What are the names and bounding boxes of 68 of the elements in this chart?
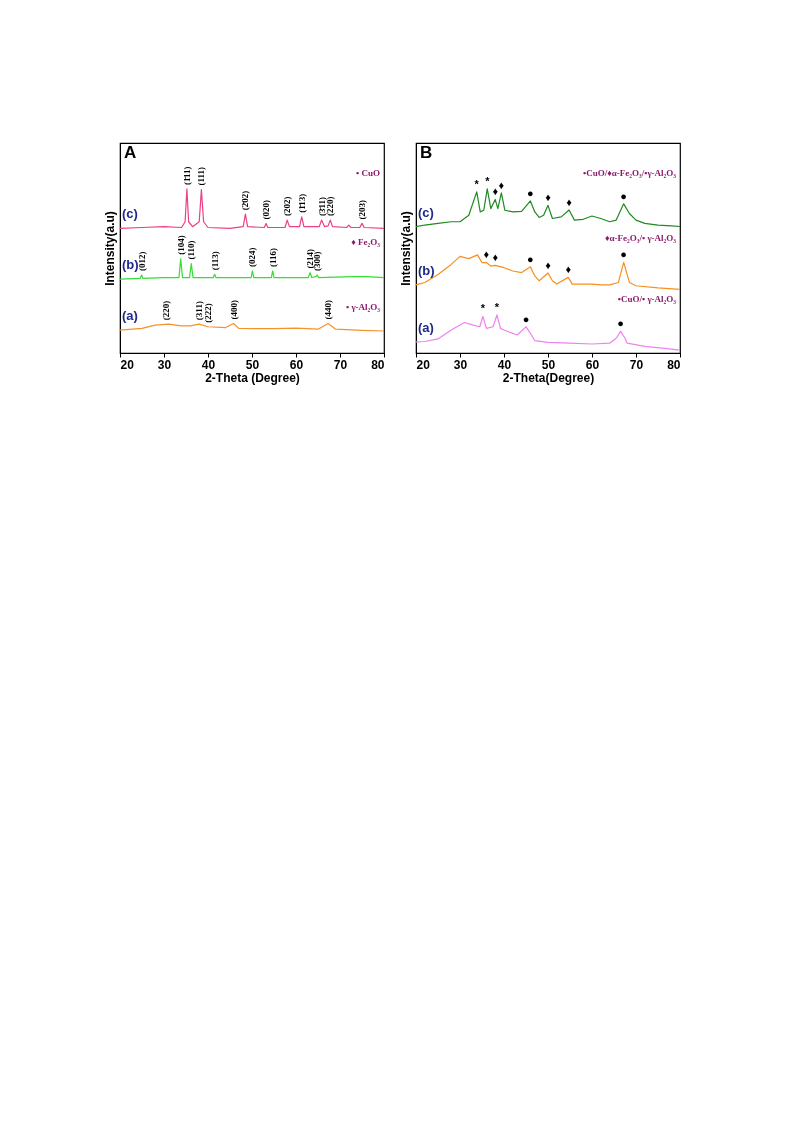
- series-label: (b): [122, 257, 139, 273]
- chart-title: A: [124, 143, 137, 162]
- x-tick-label: 70: [629, 357, 644, 372]
- annotation: ♦: [498, 178, 505, 191]
- x-tick-label: 80: [667, 357, 681, 372]
- annotation: ♦: [492, 251, 499, 264]
- x-axis-title: 2-Theta(Degree): [502, 370, 595, 385]
- annotation: *: [494, 300, 500, 313]
- annotation: ●: [620, 248, 628, 261]
- annotation: ♦: [545, 258, 552, 271]
- y-axis-title: Intensity(a.u): [102, 211, 117, 286]
- series-label: (a): [418, 319, 434, 335]
- annotation: (220): [161, 300, 172, 321]
- annotation: ●: [522, 312, 530, 325]
- annotation: (202): [282, 196, 293, 217]
- annotation: (113): [209, 251, 220, 271]
- x-tick-label: 50: [541, 357, 556, 372]
- x-tick-label: 40: [201, 357, 216, 372]
- x-tick-label: 20: [416, 357, 431, 372]
- annotation: (440): [323, 299, 334, 320]
- text: •CuO/♦α-Fe₂O₃/•γ-Al₂O₃: [583, 167, 677, 178]
- x-axis-title: 2-Theta (Degree): [205, 370, 300, 385]
- x-tick-label: 80: [371, 357, 385, 372]
- series-label: (b): [418, 262, 435, 278]
- series-label: (c): [418, 204, 434, 220]
- annotation: ♦: [483, 248, 490, 261]
- annotation: *: [480, 302, 486, 315]
- annotation: (1̄13): [296, 193, 307, 213]
- annotation: • γ-Al₂O₃: [345, 302, 381, 313]
- x-tick-label: 50: [245, 357, 260, 372]
- annotation: (311): [194, 301, 205, 321]
- annotation: *: [474, 177, 480, 190]
- annotation: (3̄11): [316, 197, 327, 217]
- annotation: ●: [527, 252, 534, 265]
- x-tick-label: 20: [120, 357, 135, 372]
- annotation: (104): [175, 235, 186, 255]
- y-axis-title: Intensity(a.u): [398, 211, 413, 286]
- x-tick-label: 30: [453, 357, 468, 372]
- annotation: (110): [186, 240, 197, 260]
- annotation: (111): [196, 167, 207, 186]
- annotation: ●: [620, 189, 628, 202]
- annotation: (116): [267, 247, 278, 267]
- annotation: (400): [228, 299, 239, 320]
- x-tick-label: 60: [585, 357, 600, 372]
- text: • CuO: [356, 167, 380, 178]
- annotation: (203): [357, 199, 367, 220]
- annotation: (020): [261, 199, 272, 220]
- annotation: ♦α-Fe₂O₃/• γ-Al₂O₃: [604, 233, 677, 244]
- annotation: ●: [617, 317, 624, 330]
- annotation: ♦ Fe₂O₃: [351, 237, 381, 248]
- annotation: ●: [527, 186, 534, 199]
- series-label: (a): [122, 308, 138, 324]
- annotation: ♦: [565, 263, 572, 276]
- annotation: *: [485, 174, 491, 187]
- annotation: ♦: [545, 191, 552, 204]
- annotation: (2̄02): [240, 190, 251, 211]
- annotation: (024): [247, 247, 258, 267]
- x-tick-label: 30: [157, 357, 172, 372]
- annotation: ♦: [492, 185, 499, 198]
- annotation: (222): [203, 303, 213, 323]
- x-tick-label: 40: [497, 357, 512, 372]
- annotation: (1̄11): [181, 166, 192, 185]
- annotation: ♦: [566, 195, 573, 208]
- x-tick-label: 70: [333, 357, 348, 372]
- chart-title: B: [420, 143, 433, 162]
- x-tick-label: 60: [289, 357, 304, 372]
- annotation: •CuO/• γ-Al₂O₃: [617, 293, 677, 304]
- series-label: (c): [122, 206, 138, 222]
